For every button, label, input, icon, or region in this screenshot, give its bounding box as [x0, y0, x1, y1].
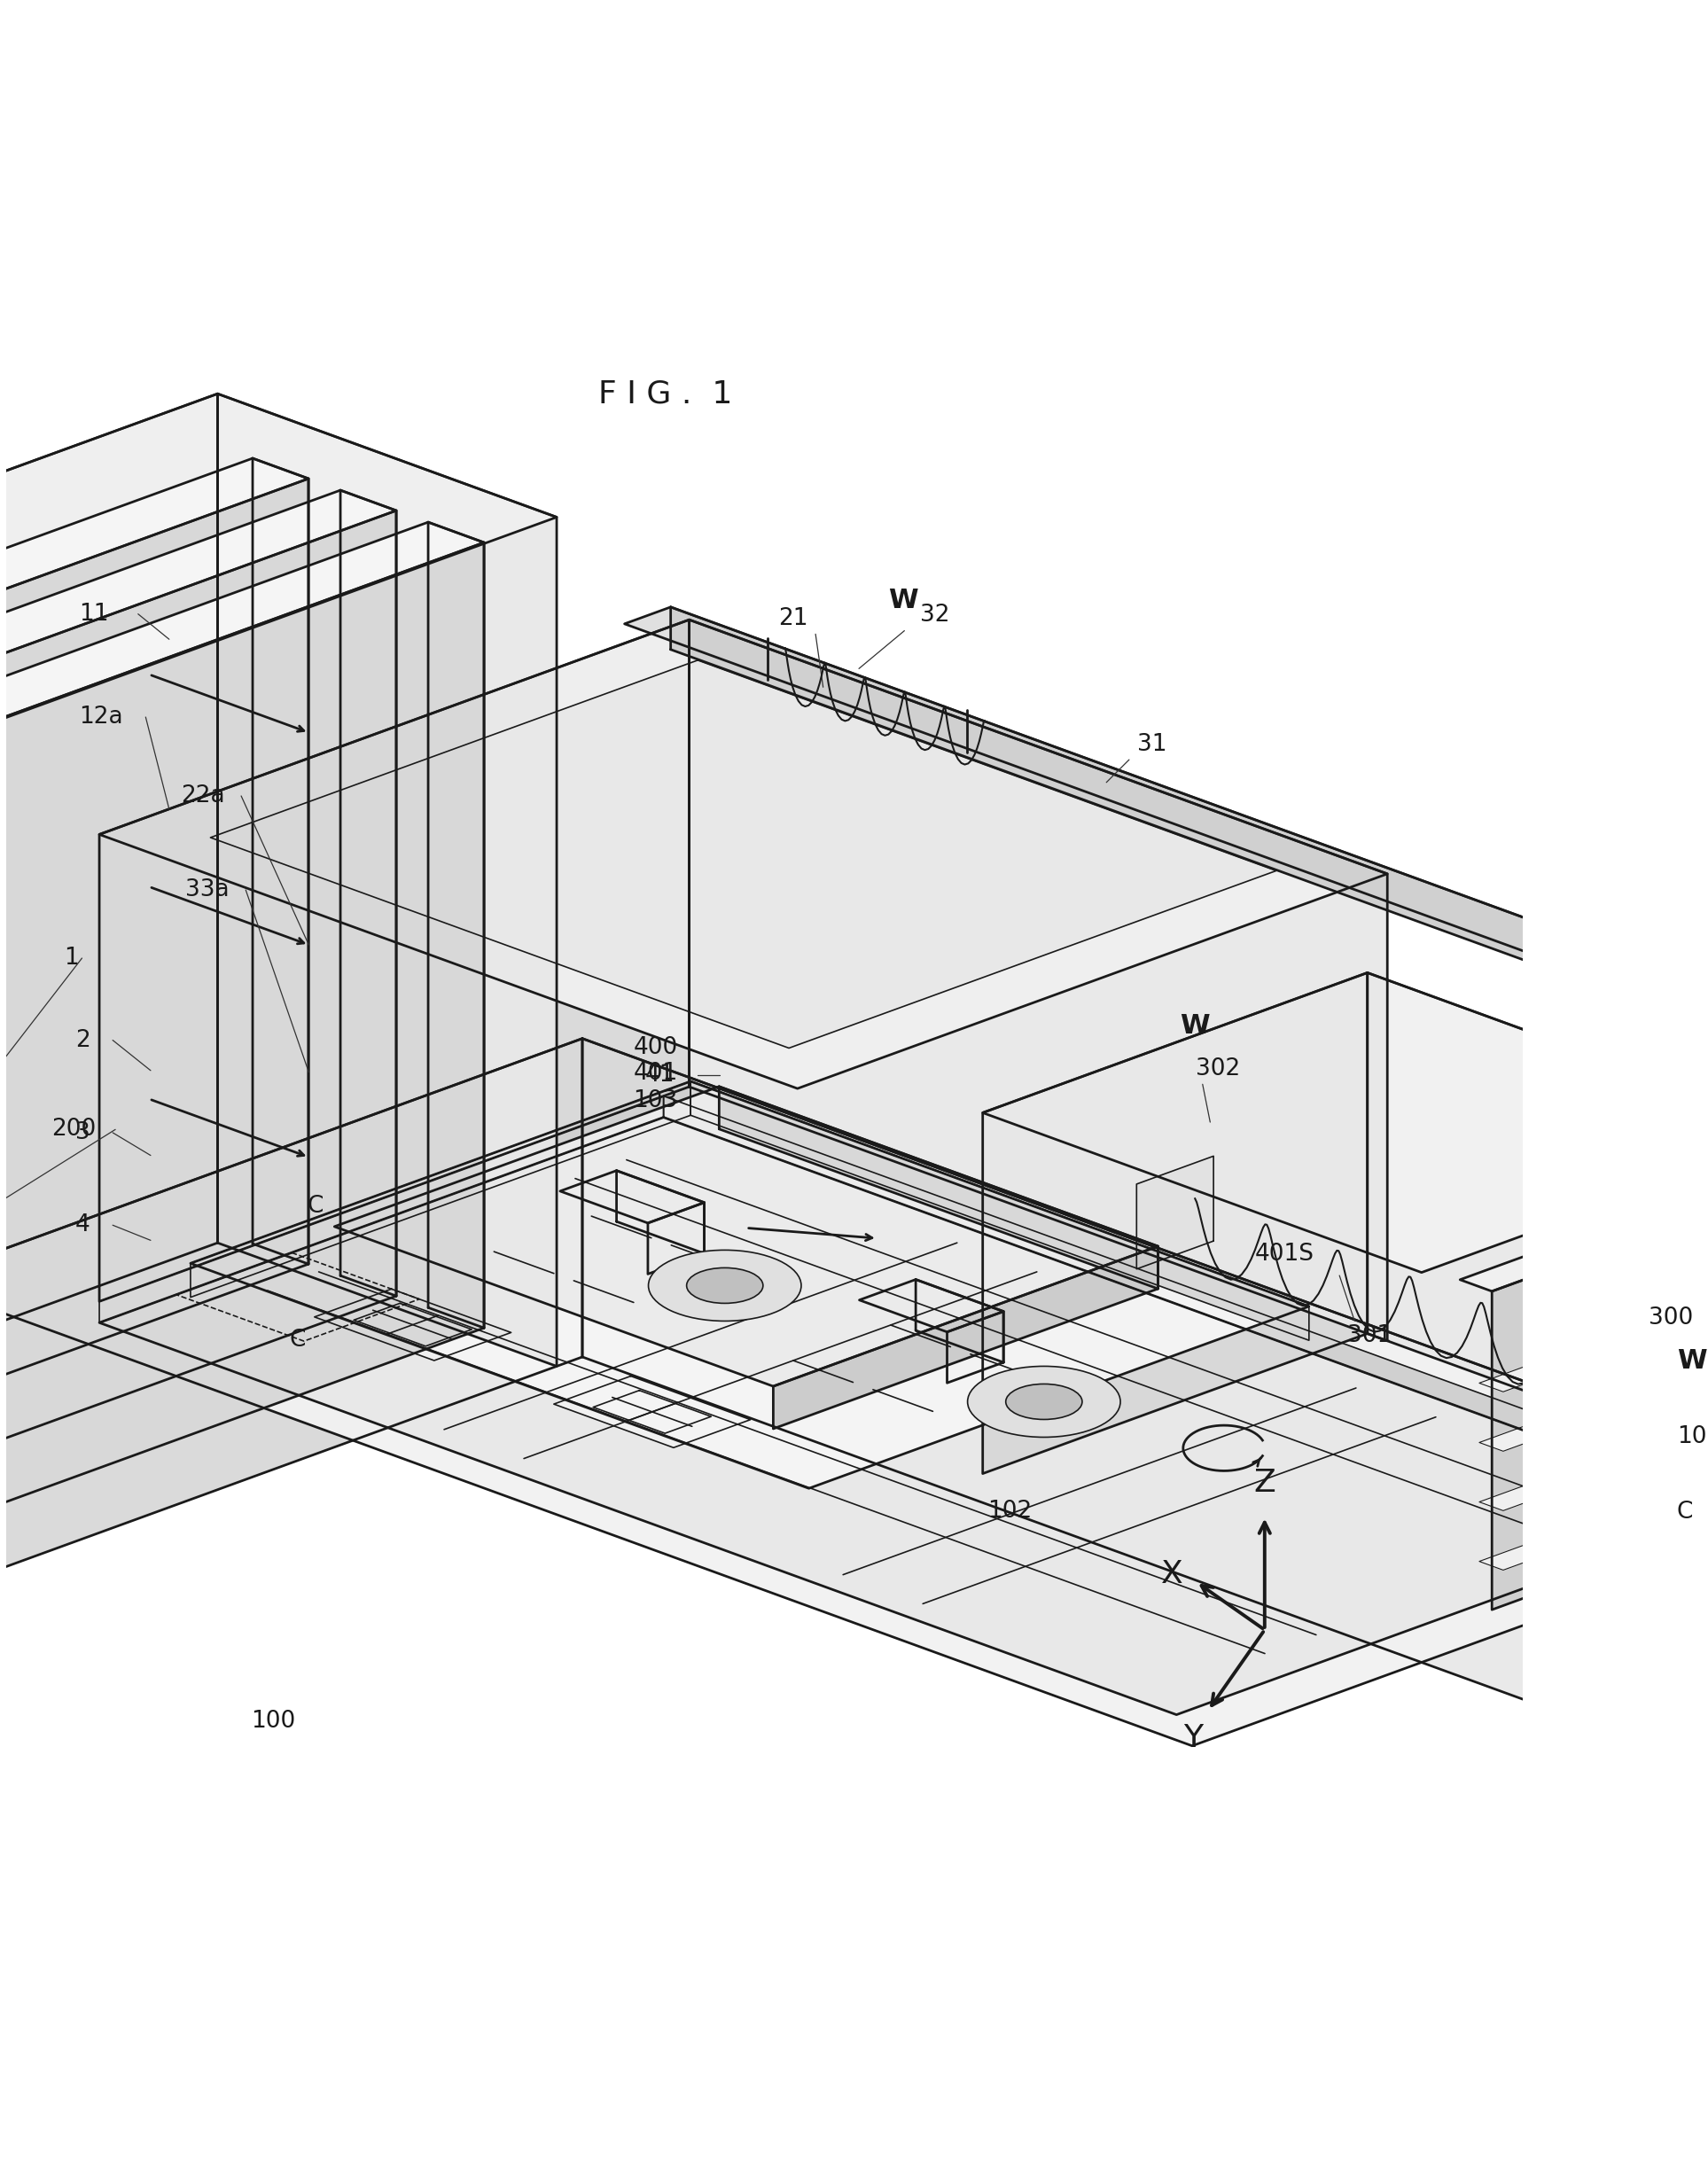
Polygon shape	[593, 1390, 711, 1433]
Polygon shape	[982, 973, 1708, 1273]
Polygon shape	[690, 1082, 1308, 1340]
Text: 41: 41	[646, 1064, 675, 1086]
Text: 401S: 401S	[1255, 1242, 1313, 1266]
Polygon shape	[191, 1082, 1308, 1489]
Polygon shape	[0, 490, 396, 715]
Polygon shape	[647, 1203, 704, 1275]
Polygon shape	[314, 1290, 511, 1362]
Text: 3: 3	[75, 1121, 91, 1145]
Text: W: W	[888, 588, 917, 614]
Ellipse shape	[687, 1268, 763, 1303]
Text: Y: Y	[1184, 1724, 1202, 1754]
Text: 31: 31	[1138, 733, 1167, 757]
Text: 32: 32	[921, 605, 950, 627]
Polygon shape	[217, 395, 557, 1366]
Polygon shape	[0, 395, 217, 1457]
Polygon shape	[582, 1038, 1708, 1821]
Polygon shape	[0, 395, 557, 733]
Polygon shape	[210, 661, 1276, 1047]
Polygon shape	[671, 607, 1708, 1032]
Text: 33a: 33a	[184, 878, 229, 902]
Polygon shape	[1479, 1283, 1708, 1392]
Polygon shape	[1368, 973, 1708, 1494]
Text: Z: Z	[1254, 1468, 1276, 1498]
Text: 300: 300	[1648, 1307, 1694, 1329]
Polygon shape	[0, 542, 483, 1533]
Text: 100: 100	[251, 1711, 295, 1732]
Text: 22a: 22a	[181, 785, 224, 806]
Polygon shape	[253, 457, 309, 1264]
Polygon shape	[0, 522, 483, 748]
Polygon shape	[553, 1377, 750, 1448]
Text: 4: 4	[75, 1214, 91, 1236]
Text: 11: 11	[79, 603, 109, 627]
Polygon shape	[774, 1247, 1158, 1429]
Polygon shape	[0, 457, 309, 683]
Text: 1: 1	[63, 947, 79, 969]
Text: C: C	[1677, 1500, 1693, 1524]
Polygon shape	[625, 607, 1708, 1008]
Text: 2: 2	[75, 1028, 91, 1051]
Text: 400: 400	[634, 1036, 678, 1060]
Polygon shape	[429, 522, 483, 1329]
Polygon shape	[719, 1086, 1158, 1288]
Polygon shape	[859, 1279, 1004, 1331]
Polygon shape	[1136, 1156, 1213, 1268]
Polygon shape	[354, 1303, 471, 1346]
Text: W: W	[1677, 1348, 1706, 1375]
Polygon shape	[99, 620, 690, 1301]
Polygon shape	[191, 1082, 690, 1296]
Polygon shape	[99, 1117, 1708, 1715]
Polygon shape	[560, 1171, 704, 1223]
Text: 12a: 12a	[79, 705, 123, 728]
Polygon shape	[617, 1171, 704, 1253]
Ellipse shape	[967, 1366, 1120, 1437]
Polygon shape	[99, 620, 1387, 1088]
Polygon shape	[1491, 1179, 1708, 1609]
Polygon shape	[99, 1097, 663, 1322]
Ellipse shape	[649, 1251, 801, 1320]
Polygon shape	[335, 1086, 1158, 1385]
Polygon shape	[1479, 1342, 1708, 1450]
Text: 301: 301	[1348, 1325, 1392, 1348]
Polygon shape	[1479, 1401, 1708, 1511]
Text: 302: 302	[1196, 1058, 1240, 1080]
Text: X: X	[1161, 1559, 1184, 1589]
Polygon shape	[0, 479, 309, 1470]
Polygon shape	[0, 1038, 1708, 1745]
Text: 101: 101	[1677, 1424, 1708, 1448]
Polygon shape	[915, 1279, 1004, 1362]
Polygon shape	[0, 1038, 582, 1600]
Text: W: W	[1180, 1012, 1209, 1038]
Polygon shape	[690, 620, 1387, 1340]
Polygon shape	[946, 1312, 1004, 1383]
Polygon shape	[663, 1097, 1708, 1509]
Text: C: C	[307, 1195, 323, 1218]
Polygon shape	[0, 509, 396, 1500]
Text: 21: 21	[777, 607, 808, 631]
Polygon shape	[982, 973, 1368, 1474]
Text: 401: 401	[634, 1062, 678, 1084]
Text: 200: 200	[51, 1119, 96, 1140]
Polygon shape	[1479, 1461, 1708, 1570]
Text: 103: 103	[634, 1088, 678, 1112]
Text: 102: 102	[987, 1500, 1032, 1522]
Ellipse shape	[1006, 1383, 1083, 1420]
Text: C: C	[289, 1329, 306, 1351]
Polygon shape	[1460, 1169, 1708, 1292]
Polygon shape	[340, 490, 396, 1296]
Text: F I G .  1: F I G . 1	[598, 379, 733, 410]
